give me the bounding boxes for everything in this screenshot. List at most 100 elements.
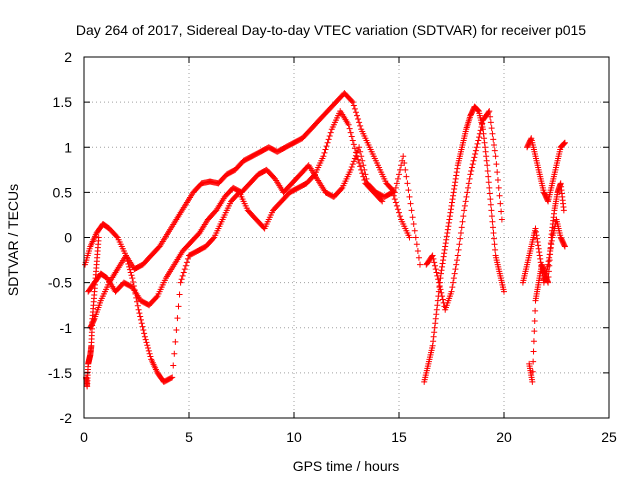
data-point <box>530 358 537 365</box>
data-point <box>438 270 444 277</box>
data-point <box>454 165 461 172</box>
data-point <box>450 189 457 196</box>
data-point <box>465 184 472 191</box>
data-point <box>357 163 364 170</box>
axis-ticks: 0 5 10 15 20 25 -2 -1.5 -1 -0.5 0 0.5 1 1.5 2 <box>48 49 617 445</box>
data-point <box>390 192 397 199</box>
data-point <box>531 317 538 324</box>
data-point <box>463 193 470 200</box>
data-point <box>538 266 545 273</box>
data-point <box>440 253 447 260</box>
data-point <box>432 315 439 322</box>
data-point <box>350 158 357 165</box>
data-point <box>475 137 482 144</box>
data-point <box>351 105 358 112</box>
data-point <box>410 220 417 227</box>
data-point <box>468 164 475 171</box>
data-point <box>497 200 504 207</box>
x-tick-label: 20 <box>496 429 512 445</box>
data-point <box>445 223 452 230</box>
data-point <box>487 201 494 208</box>
data-point <box>442 243 449 250</box>
data-point <box>457 229 464 236</box>
data-point <box>495 184 502 191</box>
data-point <box>409 214 416 221</box>
data-point <box>483 153 490 160</box>
data-point <box>462 198 469 205</box>
data-point <box>352 149 359 156</box>
data-point <box>435 276 442 283</box>
data-point <box>350 141 357 148</box>
data-point <box>432 320 439 327</box>
data-point <box>464 189 471 196</box>
data-point <box>183 259 190 266</box>
data-point <box>529 368 536 375</box>
data-point <box>457 235 464 242</box>
data-point <box>361 176 368 183</box>
data-point <box>170 362 177 369</box>
data-point <box>491 147 498 154</box>
data-point <box>402 166 409 173</box>
data-point <box>450 279 457 286</box>
data-point <box>431 262 438 269</box>
data-point <box>561 140 568 147</box>
data-point <box>466 175 473 182</box>
data-point <box>360 162 367 169</box>
data-point <box>489 130 496 137</box>
data-point <box>561 139 568 146</box>
data-point <box>487 196 494 203</box>
data-point <box>537 259 544 266</box>
data-point <box>473 144 480 151</box>
data-point <box>498 208 505 215</box>
series-track-h <box>524 135 568 205</box>
data-point <box>168 374 175 381</box>
data-point <box>493 161 500 168</box>
data-point <box>535 245 542 252</box>
data-point <box>467 171 474 178</box>
data-point <box>536 252 543 259</box>
data-point <box>532 225 539 232</box>
data-point <box>147 353 154 360</box>
data-point <box>347 129 354 136</box>
data-point <box>140 327 147 334</box>
data-point <box>491 235 498 242</box>
x-axis-label: GPS time / hours <box>293 458 400 474</box>
data-point <box>489 224 496 231</box>
data-point <box>490 229 497 236</box>
data-point <box>125 261 132 268</box>
data-point <box>486 108 493 115</box>
data-point <box>492 153 499 160</box>
data-point <box>412 234 419 241</box>
y-tick-label: 0.5 <box>53 184 73 200</box>
data-point <box>433 306 440 313</box>
data-point <box>129 275 136 282</box>
data-point <box>488 125 495 132</box>
data-point <box>447 209 454 216</box>
data-point <box>358 166 365 173</box>
data-point <box>141 330 148 337</box>
data-point <box>401 160 408 167</box>
series-track-e <box>421 103 507 385</box>
data-point <box>141 333 148 340</box>
data-point <box>411 227 418 234</box>
data-point <box>171 350 178 357</box>
data-point <box>456 241 463 248</box>
data-point <box>461 207 468 214</box>
data-point <box>479 120 486 127</box>
data-point <box>407 200 414 207</box>
data-point <box>322 146 329 153</box>
data-point <box>429 342 436 349</box>
data-point <box>182 262 189 269</box>
data-point <box>323 143 330 150</box>
data-point <box>145 345 152 352</box>
data-point <box>130 279 137 286</box>
data-point <box>179 272 186 279</box>
data-point <box>417 261 423 268</box>
data-point <box>489 218 496 225</box>
data-point <box>545 258 552 265</box>
data-point <box>534 239 541 246</box>
data-point <box>496 192 503 199</box>
data-point <box>433 311 440 318</box>
data-point <box>350 102 357 109</box>
